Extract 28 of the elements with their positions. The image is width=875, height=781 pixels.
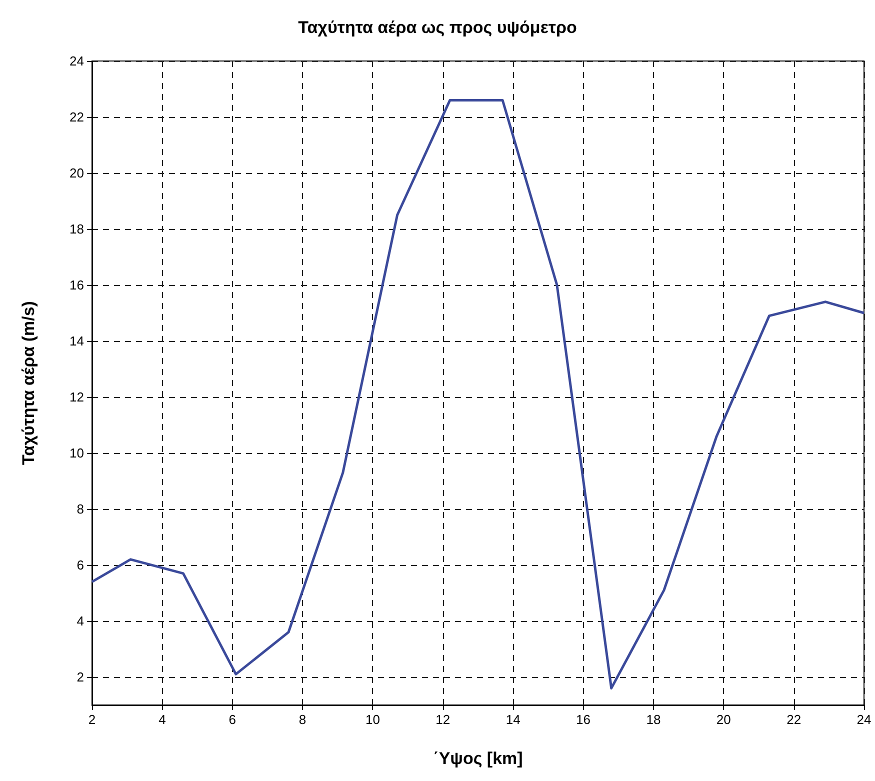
x-tick-label: 18 xyxy=(646,712,661,727)
y-tick-label: 10 xyxy=(70,446,84,460)
x-tick-label: 14 xyxy=(506,712,520,727)
x-tick-label: 2 xyxy=(88,712,96,727)
x-tick-label: 6 xyxy=(228,712,236,727)
line-series xyxy=(90,98,866,690)
y-tick-label: 8 xyxy=(76,502,84,516)
x-tick-label: 22 xyxy=(786,712,802,727)
x-tick-label: 24 xyxy=(856,712,872,727)
y-axis-title: Ταχύτητα αέρα (m/s) xyxy=(19,301,38,465)
y-tick-label: 14 xyxy=(70,334,84,348)
y-tick-label: 2 xyxy=(76,670,84,684)
y-tick-label: 24 xyxy=(70,54,84,68)
y-tick-label: 16 xyxy=(70,278,84,292)
x-tick-label: 12 xyxy=(436,712,450,727)
y-tick-label: 20 xyxy=(70,166,84,180)
y-tick-label: 4 xyxy=(76,614,84,628)
x-tick-label: 4 xyxy=(158,712,166,727)
x-tick-label: 16 xyxy=(576,712,591,727)
chart-title: Ταχύτητα αέρα ως προς υψόμετρο xyxy=(298,18,577,37)
y-tick-label: 22 xyxy=(70,110,84,124)
y-tick-label: 12 xyxy=(70,390,84,404)
x-tick-label: 10 xyxy=(365,712,380,727)
x-tick-label: 8 xyxy=(298,712,306,727)
y-tick-label: 6 xyxy=(76,558,84,572)
y-tick-label: 18 xyxy=(70,222,84,236)
x-tick-label: 20 xyxy=(716,712,731,727)
x-axis-title: ΄Υψος [km] xyxy=(433,749,523,768)
